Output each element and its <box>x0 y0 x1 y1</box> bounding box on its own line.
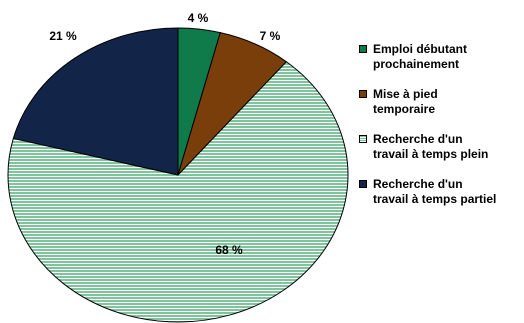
slice-value-label: 7 % <box>260 29 281 43</box>
legend-label: Emploi débutant prochainement <box>373 42 467 71</box>
legend-label: Mise à pied temporaire <box>373 87 438 116</box>
legend-item: Recherche d'un travail à temps partiel <box>359 177 524 222</box>
slice-value-label: 68 % <box>215 243 243 257</box>
slice-value-label: 21 % <box>49 29 77 43</box>
legend-swatch <box>359 135 367 143</box>
slice-value-label: 4 % <box>188 11 209 25</box>
legend-item: Recherche d'un travail à temps plein <box>359 132 524 177</box>
legend-swatch <box>359 90 367 98</box>
legend-swatch <box>359 45 367 53</box>
legend-item: Emploi débutant prochainement <box>359 42 524 87</box>
legend-label: Recherche d'un travail à temps plein <box>373 132 489 161</box>
legend-label: Recherche d'un travail à temps partiel <box>373 177 497 206</box>
legend-swatch <box>359 180 367 188</box>
pie-slice <box>12 27 179 176</box>
legend: Emploi débutant prochainement Mise à pie… <box>359 42 524 222</box>
pie-slice <box>7 61 349 323</box>
legend-item: Mise à pied temporaire <box>359 87 524 132</box>
